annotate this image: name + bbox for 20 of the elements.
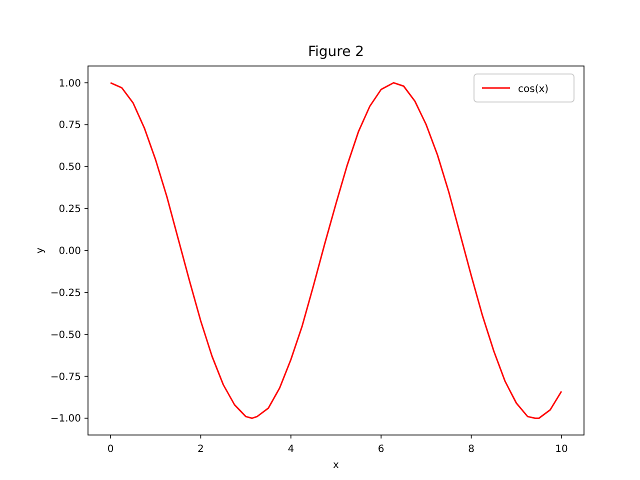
x-tick-label: 8 <box>468 444 474 455</box>
y-axis-title: y <box>35 247 46 254</box>
y-tick-label: −0.25 <box>50 288 81 299</box>
y-tick-label: −0.75 <box>50 372 81 383</box>
y-tick-label: 0.25 <box>58 204 81 216</box>
y-tick-label: 0.75 <box>58 120 81 132</box>
x-tick-label: 2 <box>198 444 204 455</box>
y-tick-label: −0.50 <box>50 330 81 341</box>
x-tick-label: 10 <box>555 444 568 455</box>
x-tick-label: 0 <box>107 444 114 455</box>
chart-title: Figure 2 <box>308 44 364 60</box>
x-axis-title: x <box>333 460 340 471</box>
line-series <box>110 82 562 419</box>
x-tick-label: 4 <box>288 444 294 455</box>
y-tick-label: 1.00 <box>58 78 81 90</box>
legend-label: cos(x) <box>518 84 549 95</box>
x-tick-label: 6 <box>378 444 384 455</box>
y-tick-label: −1.00 <box>50 414 81 425</box>
y-tick-label: 0.00 <box>58 246 81 257</box>
y-tick-label: 0.50 <box>58 162 81 174</box>
